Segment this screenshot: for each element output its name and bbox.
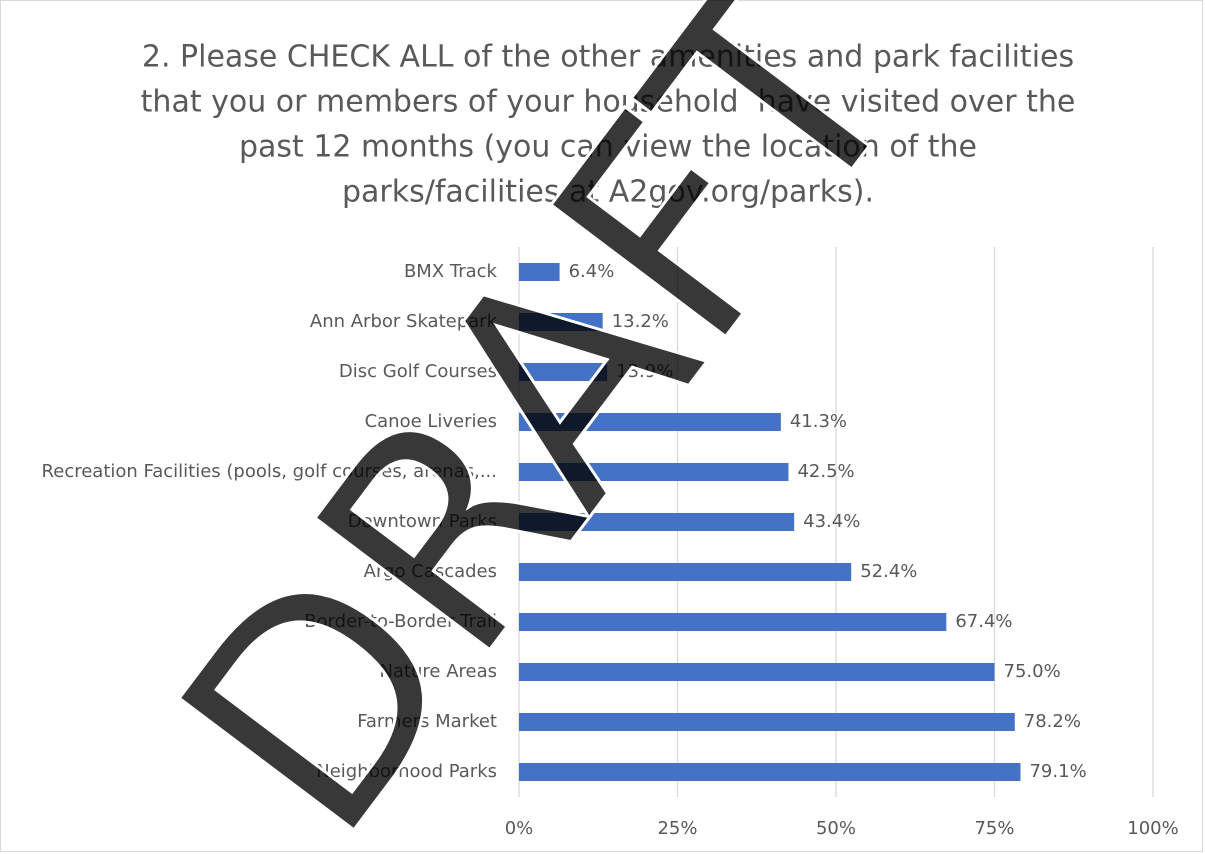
- category-label: Ann Arbor Skatepark: [310, 311, 498, 332]
- chart-title: past 12 months (you can view the locatio…: [239, 130, 977, 165]
- chart-title: that you or members of your household ha…: [141, 85, 1076, 120]
- bar: [519, 713, 1015, 731]
- bar: [519, 513, 795, 531]
- data-label: 13.2%: [612, 311, 669, 332]
- data-label: 43.4%: [803, 511, 860, 532]
- data-label: 13.9%: [616, 361, 673, 382]
- category-label: Neighborhood Parks: [316, 761, 497, 782]
- data-label: 78.2%: [1024, 711, 1081, 732]
- data-label: 41.3%: [790, 411, 847, 432]
- chart-title: parks/facilities at A2gov.org/parks).: [342, 175, 874, 210]
- category-label: BMX Track: [404, 261, 498, 282]
- bar: [519, 663, 995, 681]
- category-label: Farmers Market: [357, 711, 497, 732]
- category-label: Canoe Liveries: [365, 411, 497, 432]
- x-tick-label: 50%: [816, 818, 856, 839]
- category-label: Disc Golf Courses: [339, 361, 497, 382]
- bar: [519, 313, 603, 331]
- bar: [519, 413, 781, 431]
- data-label: 67.4%: [955, 611, 1012, 632]
- category-label: Nature Areas: [379, 661, 497, 682]
- bar: [519, 763, 1021, 781]
- category-label: Argo Cascades: [364, 561, 497, 582]
- bar: [519, 263, 560, 281]
- chart-title: 2. Please CHECK ALL of the other ameniti…: [142, 40, 1074, 75]
- category-label: Recreation Facilities (pools, golf cours…: [42, 461, 497, 482]
- bar: [519, 363, 608, 381]
- category-label: Downtown Parks: [348, 511, 497, 532]
- data-label: 79.1%: [1029, 761, 1086, 782]
- data-label: 6.4%: [569, 261, 615, 282]
- data-label: 52.4%: [860, 561, 917, 582]
- bar: [519, 463, 789, 481]
- x-tick-label: 100%: [1127, 818, 1178, 839]
- data-label: 42.5%: [797, 461, 854, 482]
- bar: [519, 563, 852, 581]
- bar: [519, 613, 947, 631]
- x-tick-label: 0%: [505, 818, 534, 839]
- category-label: Border-to-Border Trail: [304, 611, 497, 632]
- x-tick-label: 75%: [974, 818, 1014, 839]
- data-label: 75.0%: [1004, 661, 1061, 682]
- x-tick-label: 25%: [657, 818, 697, 839]
